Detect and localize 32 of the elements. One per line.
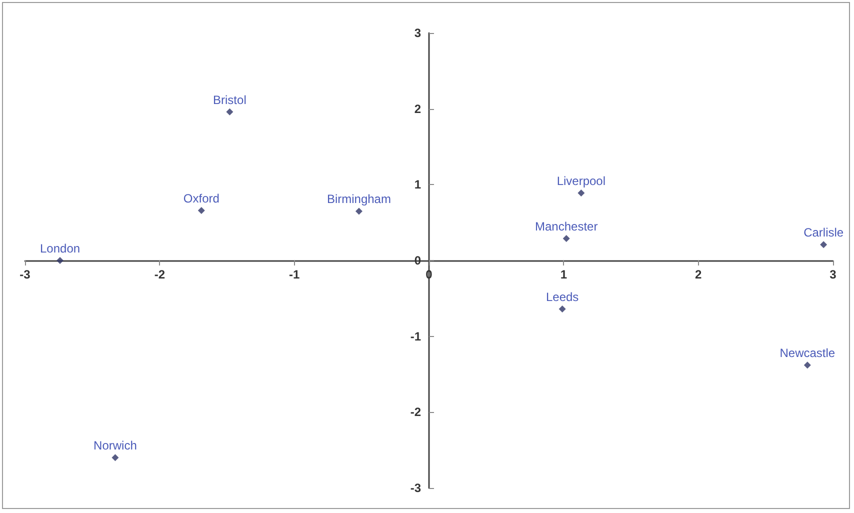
point — [226, 108, 234, 116]
point — [578, 190, 585, 197]
x-tick-label: -3 — [20, 268, 31, 282]
y-tick-label: 2 — [414, 102, 422, 116]
point — [56, 257, 64, 264]
annotation: Oxford — [183, 191, 220, 206]
y-tick-label: -1 — [410, 329, 422, 344]
point — [198, 206, 205, 214]
annotation: Manchester — [535, 220, 598, 234]
annotation: Carlisle — [804, 226, 844, 240]
y-tick-label: 3 — [414, 26, 422, 40]
y-tick-label: -3 — [410, 481, 422, 495]
annotation: Leeds — [546, 290, 579, 304]
y-tick-label: 1 — [414, 178, 422, 192]
y-tick-label: -2 — [410, 405, 422, 420]
point — [820, 241, 828, 248]
point — [355, 208, 362, 215]
annotation: Bristol — [213, 92, 246, 107]
point — [558, 306, 566, 313]
annotation: Newcastle — [780, 346, 836, 360]
point — [804, 362, 811, 369]
x-tick-label: 1 — [560, 268, 568, 282]
point — [112, 454, 119, 462]
annotation: London — [40, 242, 80, 256]
annotation: Norwich — [94, 438, 137, 453]
annotation: Liverpool — [556, 174, 606, 188]
point — [562, 235, 570, 242]
annotation: Birmingham — [326, 192, 391, 206]
x-tick-label: -2 — [154, 268, 166, 282]
x-tick-label: -1 — [288, 268, 300, 282]
x-tick-label: 2 — [694, 268, 702, 282]
x-tick-label: 3 — [830, 268, 837, 282]
